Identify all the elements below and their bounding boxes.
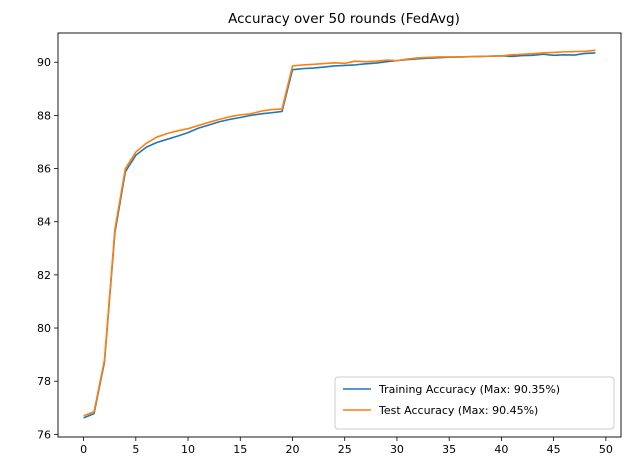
x-tick-label: 5 (132, 443, 139, 456)
series-line-2 (83, 49, 596, 417)
y-tick-label: 76 (37, 428, 51, 441)
series-line-1 (83, 52, 596, 419)
x-tick-label: 45 (547, 443, 561, 456)
y-tick-label: 88 (37, 109, 51, 122)
x-tick-label: 30 (390, 443, 404, 456)
x-tick-label: 35 (442, 443, 456, 456)
y-tick-label: 90 (37, 56, 51, 69)
y-tick-label: 78 (37, 375, 51, 388)
x-tick-label: 0 (80, 443, 87, 456)
plot-frame (57, 32, 622, 438)
y-tick-label: 84 (37, 216, 51, 229)
x-tick-label: 50 (599, 443, 613, 456)
x-tick-label: 15 (233, 443, 247, 456)
x-tick-label: 20 (285, 443, 299, 456)
chart-title: Accuracy over 50 rounds (FedAvg) (228, 11, 460, 27)
legend-box (334, 376, 615, 430)
legend-label-2: Test Accuracy (Max: 90.45%) (378, 404, 538, 417)
legend: Training Accuracy (Max: 90.35%) Test Accu… (334, 376, 615, 430)
y-tick-label: 80 (37, 322, 51, 335)
y-tick-label: 82 (37, 269, 51, 282)
y-tick-label: 86 (37, 163, 51, 176)
x-tick-label: 10 (181, 443, 195, 456)
legend-label-1: Training Accuracy (Max: 90.35%) (378, 383, 560, 396)
x-tick-label: 40 (494, 443, 508, 456)
x-tick-label: 25 (338, 443, 352, 456)
